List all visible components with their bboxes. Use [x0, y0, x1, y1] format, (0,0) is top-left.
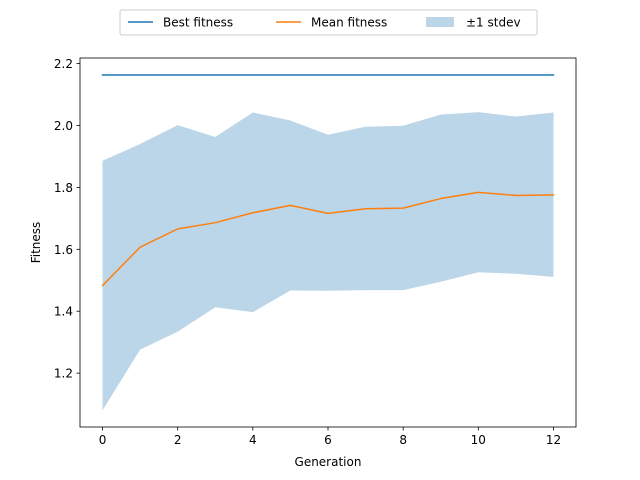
x-tick-label: 8	[399, 433, 407, 447]
legend-best-fitness-label: Best fitness	[163, 16, 233, 30]
legend-stdev-label: ±1 stdev	[466, 16, 521, 30]
y-tick-label: 1.8	[54, 181, 73, 195]
x-tick-label: 4	[249, 433, 257, 447]
y-axis-label: Fitness	[29, 222, 43, 264]
stdev-band	[102, 112, 554, 411]
legend-stdev-swatch	[426, 17, 454, 27]
legend: Best fitness Mean fitness ±1 stdev	[119, 9, 538, 36]
plot-area	[101, 74, 555, 411]
x-tick-label: 6	[324, 433, 332, 447]
legend-frame	[119, 9, 538, 36]
mean-fitness-line	[101, 191, 555, 287]
y-tick-label: 1.2	[54, 367, 73, 381]
legend-mean-fitness-label: Mean fitness	[311, 16, 387, 30]
x-tick-label: 2	[174, 433, 182, 447]
x-tick-label: 10	[471, 433, 486, 447]
y-tick-label: 1.4	[54, 305, 73, 319]
y-tick-label: 2.2	[54, 57, 73, 71]
axis-ticks: 0 2 4 6 8 10 12 1.2 1.4 1.6 1.8 2.0 2.2	[54, 57, 561, 447]
y-tick-label: 2.0	[54, 119, 73, 133]
x-tick-label: 12	[546, 433, 561, 447]
y-tick-label: 1.6	[54, 243, 73, 257]
x-axis-label: Generation	[295, 455, 362, 469]
x-tick-label: 0	[99, 433, 107, 447]
